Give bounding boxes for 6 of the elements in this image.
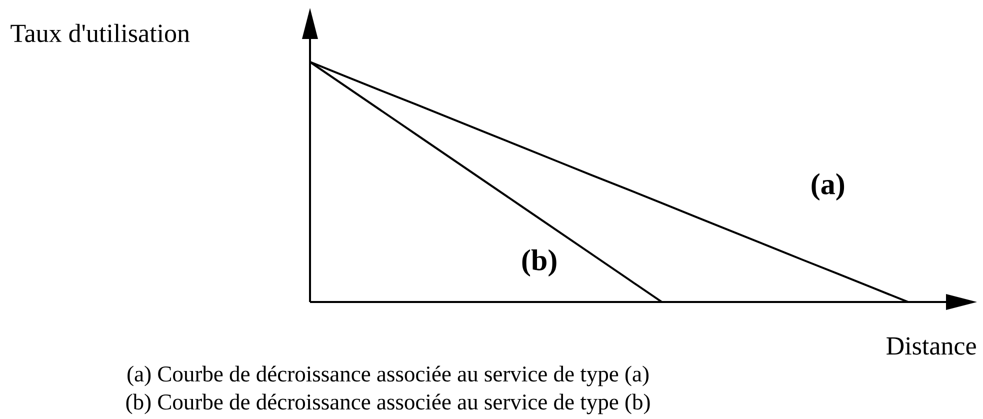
- series-label: (b): [522, 249, 556, 277]
- text: (b) Courbe de décroissance associée au service de type (b): [126, 394, 650, 414]
- series-label: (a): [812, 173, 844, 200]
- x-axis-title: Distance: [886, 337, 976, 355]
- y-axis-title: Taux d'utilisation: [10, 24, 190, 42]
- text: (a) Courbe de décroissance associée au service de type (a): [128, 366, 649, 386]
